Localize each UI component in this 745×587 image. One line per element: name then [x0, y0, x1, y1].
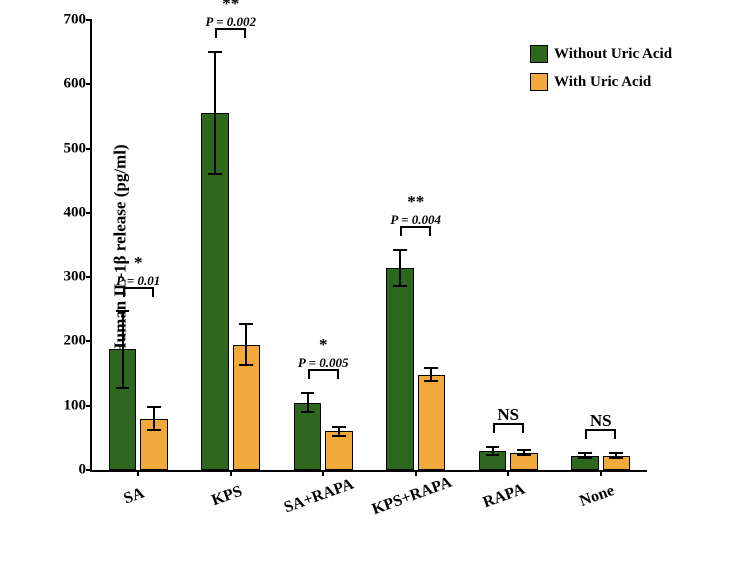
legend-label: With Uric Acid: [554, 74, 651, 91]
sig-p-value: P = 0.01: [116, 273, 160, 289]
x-tick-mark: [415, 470, 417, 476]
sig-p-value: P = 0.002: [205, 14, 256, 30]
bar: [325, 431, 353, 470]
x-tick-label: KPS+RAPA: [370, 474, 455, 519]
x-tick-label: KPS: [209, 483, 244, 511]
y-tick-mark: [86, 148, 92, 150]
y-tick-mark: [86, 405, 92, 407]
bar: [386, 268, 414, 471]
sig-marker: **: [222, 0, 239, 14]
x-tick-label: SA+RAPA: [282, 476, 357, 518]
legend-item: Without Uric Acid: [530, 45, 672, 63]
bar: [418, 375, 446, 470]
y-tick-mark: [86, 340, 92, 342]
y-tick-mark: [86, 212, 92, 214]
y-tick-mark: [86, 469, 92, 471]
legend-item: With Uric Acid: [530, 73, 672, 91]
legend-swatch: [530, 73, 548, 91]
x-tick-mark: [322, 470, 324, 476]
sig-marker: **: [407, 192, 424, 212]
y-tick-mark: [86, 19, 92, 21]
sig-p-value: P = 0.004: [390, 212, 441, 228]
sig-marker: NS: [590, 411, 612, 431]
sig-marker: *: [134, 253, 143, 273]
sig-p-value: P = 0.005: [298, 355, 349, 371]
sig-marker: *: [319, 335, 328, 355]
y-tick-mark: [86, 83, 92, 85]
y-tick-mark: [86, 276, 92, 278]
legend-swatch: [530, 45, 548, 63]
x-tick-label: None: [577, 482, 617, 511]
x-tick-label: RAPA: [481, 481, 528, 513]
legend: Without Uric Acid With Uric Acid: [530, 45, 672, 101]
x-tick-label: SA: [122, 485, 147, 509]
x-tick-mark: [600, 470, 602, 476]
chart-container: Human IL-1β release (pg/ml) 010020030040…: [0, 0, 745, 587]
x-tick-mark: [507, 470, 509, 476]
x-tick-mark: [137, 470, 139, 476]
x-tick-mark: [230, 470, 232, 476]
sig-marker: NS: [497, 405, 519, 425]
legend-label: Without Uric Acid: [554, 46, 672, 63]
